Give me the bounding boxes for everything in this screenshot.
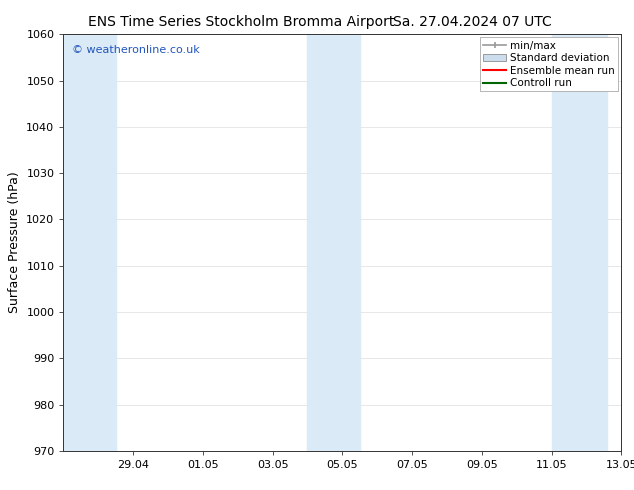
Text: © weatheronline.co.uk: © weatheronline.co.uk — [72, 45, 200, 55]
Legend: min/max, Standard deviation, Ensemble mean run, Controll run: min/max, Standard deviation, Ensemble me… — [480, 37, 618, 92]
Bar — [552, 34, 607, 451]
Bar — [63, 34, 115, 451]
Y-axis label: Surface Pressure (hPa): Surface Pressure (hPa) — [8, 172, 21, 314]
Text: ENS Time Series Stockholm Bromma Airport: ENS Time Series Stockholm Bromma Airport — [87, 15, 394, 29]
Bar — [307, 34, 360, 451]
Text: Sa. 27.04.2024 07 UTC: Sa. 27.04.2024 07 UTC — [393, 15, 552, 29]
